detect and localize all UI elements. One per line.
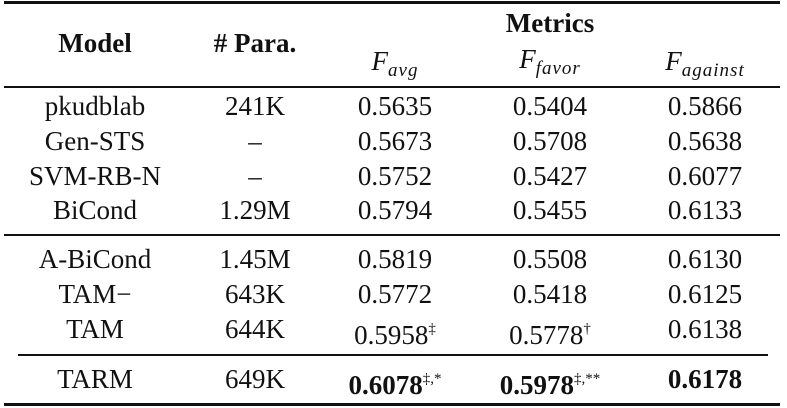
cell-f-favor: 0.5708: [512, 126, 588, 156]
significance-marker: †: [583, 321, 591, 337]
cell-f-avg: 0.5958‡: [354, 320, 436, 350]
header-params: # Para.: [213, 28, 297, 58]
bottom-rule: [4, 403, 780, 406]
cell-params: –: [248, 161, 262, 191]
cell-f-against: 0.6178: [667, 364, 743, 394]
top-rule: [4, 1, 780, 4]
cell-model: BiCond: [52, 195, 138, 225]
cell-params: –: [248, 126, 262, 156]
cell-f-avg: 0.5772: [357, 279, 433, 309]
significance-marker: ‡,*: [422, 371, 442, 387]
cell-f-favor: 0.5978‡,**: [499, 370, 601, 400]
cell-f-favor: 0.5404: [512, 91, 588, 121]
significance-marker: ‡: [428, 321, 436, 337]
header-metrics-group: Metrics: [505, 8, 595, 38]
group-divider: [4, 234, 780, 236]
header-f-favor: Ffavor: [519, 44, 581, 79]
cell-f-avg: 0.5752: [357, 161, 433, 191]
cell-params: 1.29M: [219, 195, 291, 225]
cell-f-avg: 0.5819: [357, 244, 433, 274]
cell-f-against: 0.5866: [667, 91, 743, 121]
cell-f-against: 0.6138: [667, 314, 743, 344]
cell-f-against: 0.6130: [667, 244, 743, 274]
cell-model: Gen-STS: [44, 126, 146, 156]
cell-f-against: 0.6125: [667, 279, 743, 309]
cell-params: 643K: [225, 279, 285, 309]
cell-model: TARM: [57, 364, 133, 394]
cell-f-avg: 0.6078‡,*: [348, 370, 442, 400]
cell-f-against: 0.5638: [667, 126, 743, 156]
header-f-against: Fagainst: [665, 46, 745, 81]
cell-model: A-BiCond: [38, 244, 152, 274]
header-model: Model: [58, 28, 132, 58]
cell-f-favor: 0.5427: [512, 161, 588, 191]
cell-model: TAM: [66, 314, 124, 344]
cell-model: TAM−: [58, 279, 132, 309]
cell-f-favor: 0.5455: [512, 195, 588, 225]
cell-f-against: 0.6077: [667, 161, 743, 191]
cell-f-favor: 0.5508: [512, 244, 588, 274]
cell-f-avg: 0.5673: [357, 126, 433, 156]
cell-f-avg: 0.5794: [357, 195, 433, 225]
cell-f-against: 0.6133: [667, 195, 743, 225]
header-rule: [4, 86, 780, 88]
cell-params: 644K: [225, 314, 285, 344]
cell-params: 649K: [225, 364, 285, 394]
cell-f-favor: 0.5778†: [509, 320, 591, 350]
header-f-avg: Favg: [371, 46, 419, 81]
group-divider: [18, 354, 768, 356]
cell-params: 241K: [225, 91, 285, 121]
cell-model: pkudblab: [44, 91, 146, 121]
significance-marker: ‡,**: [574, 371, 601, 387]
cell-f-avg: 0.5635: [357, 91, 433, 121]
cell-model: SVM-RB-N: [28, 161, 162, 191]
cell-params: 1.45M: [219, 244, 291, 274]
cell-f-favor: 0.5418: [512, 279, 588, 309]
